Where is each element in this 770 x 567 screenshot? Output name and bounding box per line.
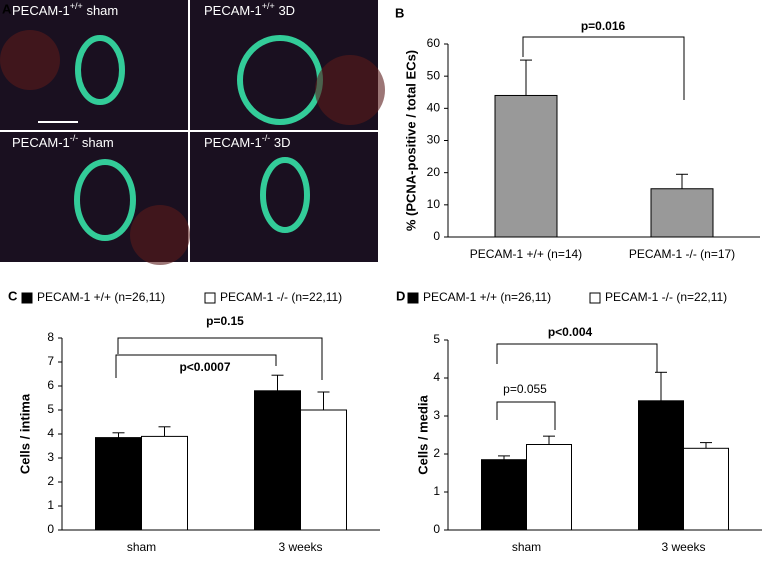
- p-value: p=0.016: [581, 19, 626, 33]
- y-tick-label: 3: [47, 450, 54, 464]
- y-tick-label: 10: [427, 197, 441, 211]
- y-tick-label: 50: [427, 68, 441, 82]
- image-label: PECAM-1+/+ 3D: [204, 1, 295, 18]
- bar: [526, 444, 572, 531]
- y-tick-label: 1: [433, 484, 440, 498]
- significance-bracket: [115, 354, 277, 378]
- y-tick-label: 3: [433, 408, 440, 422]
- y-tick-label: 30: [427, 133, 441, 147]
- y-tick-label: 6: [47, 378, 54, 392]
- significance-bracket: [496, 401, 556, 430]
- bar: [95, 437, 142, 531]
- panel-label: A: [2, 1, 12, 16]
- significance-bracket: [117, 337, 323, 380]
- significance-bracket: [496, 343, 658, 372]
- significance-bracket: [522, 36, 685, 100]
- image-label-genotype: +/+: [70, 1, 83, 11]
- y-tick-label: 1: [47, 498, 54, 512]
- image-label: PECAM-1+/+ sham: [12, 1, 118, 18]
- x-tick-label: sham: [127, 540, 156, 554]
- image-label-genotype: -/-: [70, 133, 79, 143]
- bar: [683, 447, 729, 531]
- bar: [481, 459, 527, 531]
- x-tick-label: 3 weeks: [278, 540, 322, 554]
- p-value: p=0.15: [206, 314, 244, 328]
- legend-swatch: [589, 292, 601, 304]
- legend-swatch: [204, 292, 216, 304]
- y-tick-label: 0: [433, 522, 440, 536]
- p-value: p<0.004: [548, 325, 593, 339]
- panel-label: B: [395, 5, 404, 20]
- y-tick-label: 40: [427, 101, 441, 115]
- legend-swatch: [407, 292, 419, 304]
- legend-label: PECAM-1 -/- (n=22,11): [605, 290, 727, 304]
- y-tick-label: 60: [427, 36, 441, 50]
- panel-label: C: [8, 288, 18, 303]
- bar: [300, 409, 347, 531]
- y-tick-label: 7: [47, 354, 54, 368]
- image-label-condition: sham: [82, 135, 114, 150]
- micrographs: [0, 0, 385, 265]
- y-tick-label: 0: [433, 229, 440, 243]
- y-tick-label: 0: [47, 522, 54, 536]
- image-label-genotype: -/-: [262, 133, 271, 143]
- x-tick-label: PECAM-1 +/+ (n=14): [470, 247, 582, 261]
- image-label-name: PECAM-1: [12, 3, 70, 18]
- image-label-name: PECAM-1: [204, 135, 262, 150]
- y-tick-label: 4: [47, 426, 54, 440]
- y-axis-label: % (PCNA-positive / total ECs): [403, 50, 418, 231]
- image-label-condition: sham: [86, 3, 118, 18]
- x-tick-label: 3 weeks: [661, 540, 705, 554]
- image-label-genotype: +/+: [262, 1, 275, 11]
- legend-label: PECAM-1 -/- (n=22,11): [220, 290, 342, 304]
- x-tick-label: PECAM-1 -/- (n=17): [629, 247, 735, 261]
- x-tick-label: sham: [512, 540, 541, 554]
- bar: [638, 400, 684, 531]
- y-tick-label: 5: [433, 332, 440, 346]
- y-axis-label: Cells / media: [415, 394, 430, 474]
- bar: [254, 390, 301, 531]
- y-tick-label: 4: [433, 370, 440, 384]
- y-tick-label: 5: [47, 402, 54, 416]
- y-axis-label: Cells / intima: [17, 393, 32, 474]
- y-tick-label: 8: [47, 330, 54, 344]
- legend-swatch: [21, 292, 33, 304]
- image-label-name: PECAM-1: [204, 3, 262, 18]
- image-label: PECAM-1-/- 3D: [204, 133, 291, 150]
- bar: [141, 435, 188, 531]
- legend-label: PECAM-1 +/+ (n=26,11): [37, 290, 165, 304]
- bar: [494, 94, 558, 238]
- image-label-condition: 3D: [278, 3, 295, 18]
- y-tick-label: 20: [427, 165, 441, 179]
- y-tick-label: 2: [47, 474, 54, 488]
- p-value: p=0.055: [503, 382, 547, 396]
- y-tick-label: 2: [433, 446, 440, 460]
- image-label-name: PECAM-1: [12, 135, 70, 150]
- p-value: p<0.0007: [179, 360, 230, 374]
- panel-label: D: [396, 288, 405, 303]
- image-label: PECAM-1-/- sham: [12, 133, 114, 150]
- legend-label: PECAM-1 +/+ (n=26,11): [423, 290, 551, 304]
- bar: [650, 188, 714, 238]
- image-label-condition: 3D: [274, 135, 291, 150]
